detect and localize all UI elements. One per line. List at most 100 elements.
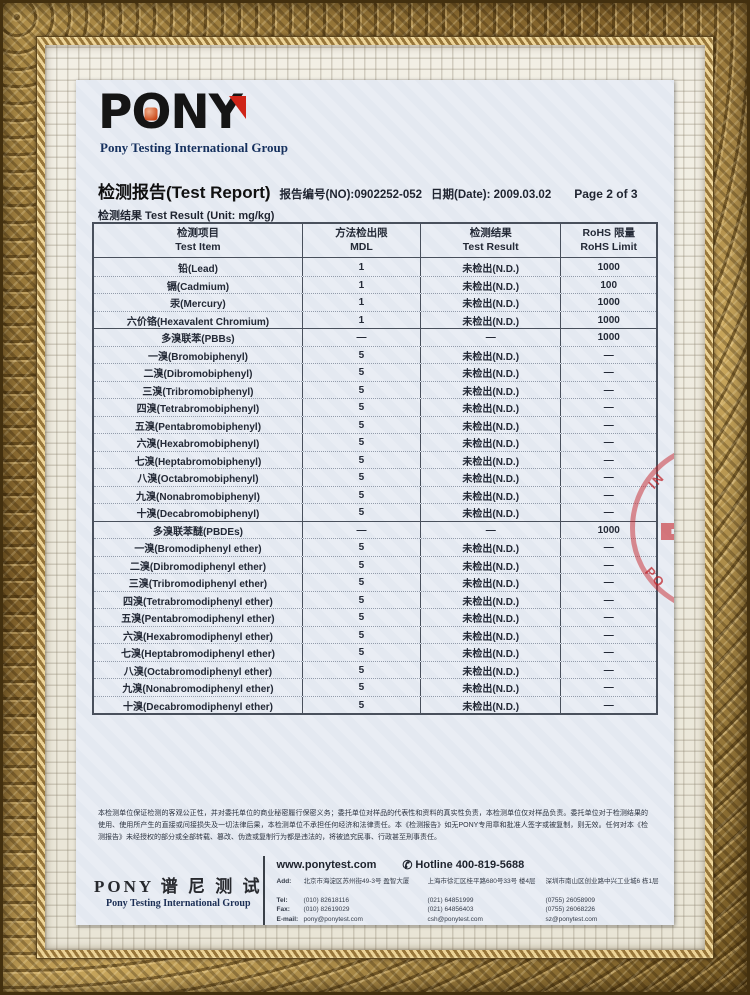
cell-result: 未检出(N.D.) (419, 504, 561, 521)
office-tel: (010) 82618116 (303, 897, 349, 904)
label-add: Add: (276, 878, 292, 885)
table-row: 六价铬(Hexavalent Chromium) 1 未检出(N.D.) 1000 (94, 310, 656, 329)
table-row: 七溴(Heptabromobiphenyl) 5 未检出(N.D.) — (94, 450, 656, 469)
cell-result: — (419, 329, 561, 346)
footer: PONY 谱 尼 测 试 Pony Testing International … (94, 856, 659, 925)
cell-item: 一溴(Bromodiphenyl ether) (134, 544, 262, 556)
phone-icon: ✆ (402, 858, 413, 872)
logo-letter-o: O (131, 89, 171, 136)
footer-contact-block: www.ponytest.com ✆ Hotline 400-819-5688 … (262, 856, 670, 925)
cell-mdl: 5 (301, 469, 420, 486)
cell-result: 未检出(N.D.) (419, 399, 561, 416)
cell-item: 三溴(Tribromodiphenyl ether) (128, 579, 268, 591)
picture-frame-mat: PONY Pony Testing International Group 检测… (45, 45, 705, 950)
cell-limit: — (560, 661, 656, 679)
office-tel: (021) 64851999 (427, 897, 474, 904)
table-row: 二溴(Dibromodiphenyl ether) 5 未检出(N.D.) — (94, 555, 656, 574)
cell-result: 未检出(N.D.) (419, 574, 561, 591)
cell-limit: 100 (560, 276, 656, 294)
cell-limit: — (560, 346, 656, 364)
stamp-center-mark-icon (661, 523, 674, 540)
label-fax: Fax: (276, 906, 290, 914)
cell-result: 未检出(N.D.) (419, 661, 561, 679)
cell-item: 七溴(Heptabromobiphenyl) (134, 456, 262, 468)
footer-site-row: www.ponytest.com ✆ Hotline 400-819-5688 (277, 858, 670, 872)
cell-limit: — (560, 469, 656, 486)
cell-limit: — (560, 679, 656, 696)
cell-result: 未检出(N.D.) (419, 434, 561, 451)
table-row: 镉(Cadmium) 1 未检出(N.D.) 100 (94, 275, 656, 294)
table-row: 十溴(Decabromobiphenyl) 5 未检出(N.D.) — (94, 503, 656, 521)
cell-limit: — (560, 556, 656, 574)
cell-limit: — (560, 486, 656, 504)
office-email: sz@ponytest.com (545, 915, 598, 923)
cell-mdl: 5 (301, 679, 420, 696)
cell-mdl: 5 (301, 661, 420, 679)
cell-limit: — (560, 626, 656, 644)
report-number: 报告编号(NO):0902252-052 (279, 189, 423, 201)
table-row: 五溴(Pentabromobiphenyl) 5 未检出(N.D.) — (94, 415, 656, 434)
table-row: 九溴(Nonabromobiphenyl) 5 未检出(N.D.) — (94, 485, 656, 504)
cell-limit: — (560, 451, 656, 469)
cell-result: 未检出(N.D.) (419, 591, 561, 609)
cell-limit: — (560, 609, 656, 626)
cell-mdl: 5 (301, 574, 420, 591)
cell-mdl: 5 (301, 504, 420, 521)
table-row: 四溴(Tetrabromodiphenyl ether) 5 未检出(N.D.) — (94, 590, 656, 609)
office-column-3: 深圳市南山区创业路中兴工业城6 栋1层 (0755) 26058909 (0755)… (546, 877, 670, 924)
cell-result: 未检出(N.D.) (419, 469, 561, 486)
cell-mdl: 5 (301, 696, 420, 714)
table-row: 八溴(Octabromodiphenyl ether) 5 未检出(N.D.) — (94, 660, 656, 679)
cell-limit: 1000 (560, 329, 656, 346)
cell-result: 未检出(N.D.) (419, 258, 561, 276)
logo-letter-n: N (170, 85, 209, 140)
footer-brand-cn: PONY 谱 尼 测 试 (94, 877, 263, 896)
office-address: 北京市海淀区苏州街49-3号 盈智大厦 (303, 878, 410, 885)
cell-mdl: 5 (301, 644, 420, 661)
cell-result: 未检出(N.D.) (419, 311, 561, 329)
cell-result: 未检出(N.D.) (419, 451, 561, 469)
cell-item: 四溴(Tetrabromobiphenyl) (136, 404, 260, 416)
cell-item: 五溴(Pentabromodiphenyl ether) (121, 614, 275, 626)
office-address: 上海市徐汇区桂平路680号33号 楼4层 (427, 878, 536, 885)
footer-brand-en: Pony Testing International Group (105, 898, 251, 909)
cell-item: 八溴(Octabromodiphenyl ether) (123, 666, 273, 678)
cell-result: 未检出(N.D.) (419, 539, 561, 556)
cell-result: 未检出(N.D.) (419, 644, 561, 661)
cell-item: 十溴(Decabromobiphenyl) (136, 509, 260, 521)
office-column-1: 北京市海淀区苏州街49-3号 盈智大厦 (010) 82618116 (010) 8… (304, 877, 428, 924)
cell-mdl: 1 (301, 294, 420, 311)
cell-item: 二溴(Dibromodiphenyl ether) (129, 561, 267, 573)
office-fax: (0755) 26068226 (545, 906, 596, 914)
cell-mdl: 5 (301, 399, 420, 416)
cell-mdl: 5 (301, 364, 420, 381)
table-row: 五溴(Pentabromodiphenyl ether) 5 未检出(N.D.) — (94, 608, 656, 626)
cell-item: 六价铬(Hexavalent Chromium) (126, 316, 270, 328)
cell-limit: — (560, 381, 656, 399)
table-row: 六溴(Hexabromobiphenyl) 5 未检出(N.D.) — (94, 433, 656, 451)
cell-result: — (419, 521, 561, 539)
office-fax: (010) 82619029 (303, 906, 350, 914)
cell-mdl: 5 (301, 381, 420, 399)
cell-limit: 1000 (560, 311, 656, 329)
cell-mdl: 5 (301, 609, 420, 626)
table-row: 汞(Mercury) 1 未检出(N.D.) 1000 (94, 293, 656, 311)
cell-result: 未检出(N.D.) (419, 294, 561, 311)
cell-result: 未检出(N.D.) (419, 626, 561, 644)
cell-result: 未检出(N.D.) (419, 556, 561, 574)
cell-limit: — (560, 504, 656, 521)
cell-limit: 1000 (560, 258, 656, 276)
report-title: 检测报告(Test Report) (98, 183, 271, 202)
office-email: pony@ponytest.com (303, 915, 363, 923)
cell-result: 未检出(N.D.) (419, 381, 561, 399)
cell-result: 未检出(N.D.) (419, 679, 561, 696)
table-row: 六溴(Hexabromodiphenyl ether) 5 未检出(N.D.) — (94, 625, 656, 644)
office-email: csh@ponytest.com (427, 915, 483, 923)
label-tel: Tel: (276, 897, 288, 904)
logo-letter-y: Y (209, 89, 246, 136)
cell-item: 汞(Mercury) (170, 299, 226, 311)
cell-item: 三溴(Tribromobiphenyl) (142, 386, 254, 398)
cell-limit: — (560, 416, 656, 434)
pony-logo-wordmark: PONY (98, 85, 288, 140)
cell-limit: — (560, 539, 656, 556)
